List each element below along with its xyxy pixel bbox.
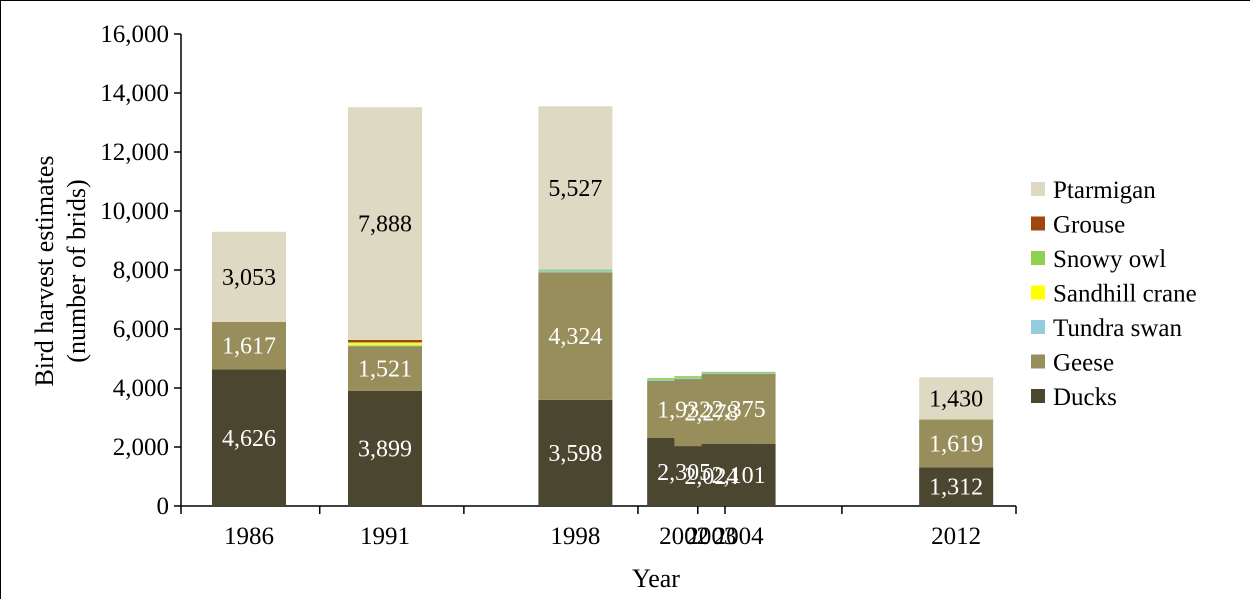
- legend-label: Tundra swan: [1053, 315, 1182, 342]
- bar-tundra-swan: [702, 373, 776, 374]
- y-axis-title: Bird harvest estimates (number of brids): [30, 155, 91, 386]
- bar-grouse: [348, 340, 422, 342]
- legend-swatch: [1031, 320, 1045, 334]
- y-tick-label: 2,000: [113, 434, 169, 461]
- bar-sandhill-crane: [348, 343, 422, 345]
- y-tick-label: 10,000: [100, 198, 169, 225]
- data-label: 4,324: [548, 324, 602, 350]
- y-tick-label: 14,000: [100, 80, 169, 107]
- y-tick-label: 4,000: [113, 375, 169, 402]
- legend-label: Sandhill crane: [1053, 281, 1197, 308]
- legend-swatch: [1031, 389, 1045, 403]
- x-tick-label: 1991: [360, 523, 410, 550]
- bar-tundra-swan: [348, 345, 422, 346]
- bar-tundra-swan: [538, 271, 612, 273]
- legend-swatch: [1031, 217, 1045, 231]
- x-axis-title: Year: [632, 564, 680, 593]
- data-label: 1,312: [929, 475, 983, 501]
- data-label: 5,527: [548, 176, 602, 202]
- bars: [212, 106, 993, 506]
- x-tick-label: 1986: [224, 523, 274, 550]
- data-label: 4,626: [222, 426, 276, 452]
- bar-snowy-owl: [702, 372, 776, 373]
- data-label: 2,101: [712, 463, 766, 489]
- legend-swatch: [1031, 355, 1045, 369]
- legend-swatch: [1031, 286, 1045, 300]
- x-tick-label: 1998: [550, 523, 600, 550]
- x-tick-label: 2004: [714, 523, 765, 550]
- legend-label: Snowy owl: [1053, 246, 1166, 273]
- legend-swatch: [1031, 182, 1045, 196]
- data-label: 1,617: [222, 334, 276, 360]
- data-label: 3,598: [548, 441, 602, 467]
- data-label: 3,899: [358, 436, 412, 462]
- data-label: 7,888: [358, 212, 412, 238]
- data-label: 1,619: [929, 431, 983, 457]
- data-label: 1,521: [358, 357, 412, 383]
- data-label: 3,053: [222, 265, 276, 291]
- legend: Ptarmigan Grouse Snowy owl Sandhill crane Tu…: [1031, 177, 1197, 411]
- y-tick-label: 8,000: [113, 257, 169, 284]
- data-label: 2,375: [712, 397, 766, 423]
- data-label: 1,430: [929, 386, 983, 412]
- y-tick-label: 0: [157, 493, 170, 520]
- y-tick-label: 16,000: [100, 21, 169, 48]
- x-tick-label: 2012: [931, 523, 981, 550]
- legend-label: Geese: [1053, 350, 1114, 377]
- y-axis-title-line: (number of brids): [62, 179, 91, 362]
- bar-snowy-owl: [538, 269, 612, 270]
- y-tick-label: 6,000: [113, 316, 169, 343]
- legend-swatch: [1031, 251, 1045, 265]
- y-axis-title-line: Bird harvest estimates: [30, 155, 59, 386]
- legend-label: Ptarmigan: [1053, 177, 1156, 204]
- legend-label: Ducks: [1053, 384, 1117, 411]
- axes: 0 2,000 4,000 6,000 8,000 10,000 12,000 14,000 1…: [30, 21, 1016, 593]
- legend-label: Grouse: [1053, 212, 1125, 239]
- y-tick-label: 12,000: [100, 139, 169, 166]
- bar-snowy-owl: [348, 342, 422, 343]
